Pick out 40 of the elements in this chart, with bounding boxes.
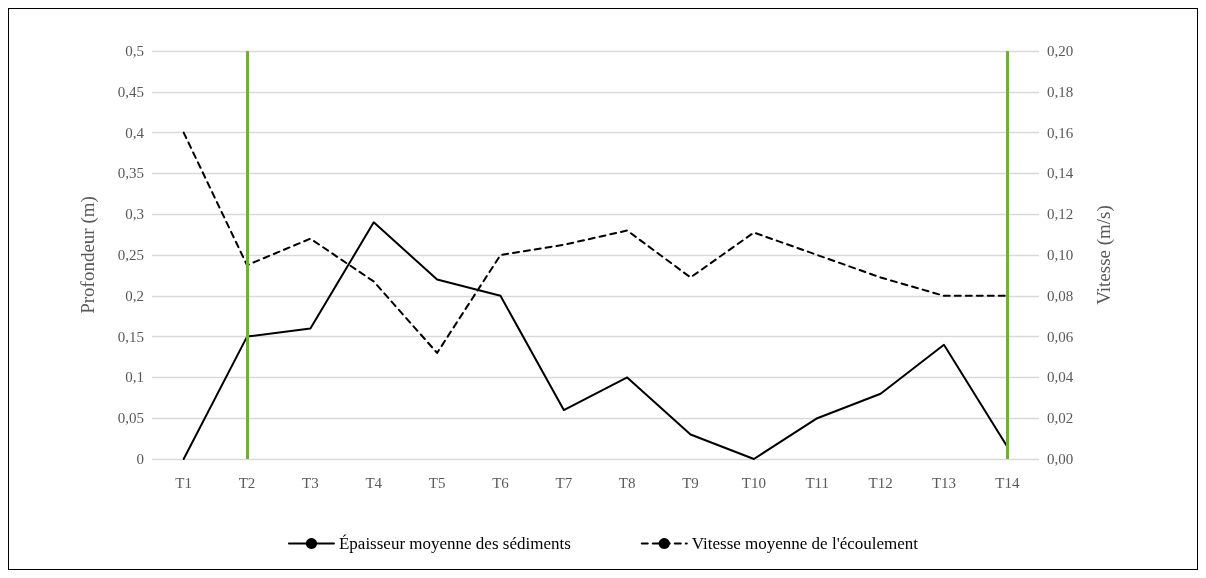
x-tick-label: T9 — [682, 474, 699, 491]
x-tick-label: T12 — [868, 474, 893, 491]
y-tick-label: 0,4 — [125, 124, 145, 141]
x-tick-label: T4 — [365, 474, 383, 491]
y2-tick-label: 0,14 — [1047, 165, 1074, 182]
y-tick-label: 0,25 — [117, 247, 144, 263]
x-tick-label: T13 — [931, 474, 957, 491]
x-tick-label: T10 — [741, 474, 766, 491]
x-tick-label: T3 — [302, 474, 319, 491]
y-tick-label: 0,35 — [117, 165, 144, 182]
x-tick-label: T6 — [492, 474, 510, 491]
y-tick-label: 0,05 — [117, 410, 144, 427]
y2-tick-label: 0,18 — [1047, 83, 1074, 100]
y-tick-label: 0,1 — [125, 369, 144, 386]
y2-tick-label: 0,20 — [1047, 43, 1074, 59]
x-tick-label: T5 — [428, 474, 446, 491]
y-tick-label: 0,2 — [125, 287, 144, 304]
x-tick-label: T11 — [805, 474, 830, 491]
y2-tick-label: 0,08 — [1047, 287, 1074, 304]
x-tick-label: T2 — [238, 474, 256, 491]
y-tick-label: 0 — [136, 451, 144, 467]
y2-tick-label: 0,00 — [1047, 451, 1074, 467]
y2-tick-label: 0,06 — [1047, 328, 1074, 345]
x-tick-label: T1 — [175, 474, 193, 491]
legend-label: Épaisseur moyenne des sédiments — [338, 534, 571, 553]
legend-label: Vitesse moyenne de l'écoulement — [691, 534, 919, 553]
x-tick-label: T14 — [995, 474, 1020, 491]
x-tick-label: T7 — [555, 474, 573, 491]
y-tick-label: 0,5 — [125, 43, 144, 59]
y2-axis-title: Vitesse (m/s) — [1093, 205, 1115, 305]
y-tick-label: 0,15 — [117, 328, 144, 345]
y2-tick-label: 0,10 — [1047, 247, 1074, 263]
x-tick-label: T8 — [618, 474, 636, 491]
y2-tick-label: 0,12 — [1047, 206, 1074, 223]
y2-tick-label: 0,02 — [1047, 410, 1074, 427]
y2-tick-label: 0,04 — [1047, 369, 1074, 386]
y-tick-label: 0,45 — [117, 83, 144, 100]
y-axis-title: Profondeur (m) — [77, 196, 99, 314]
y-tick-label: 0,3 — [125, 206, 144, 223]
y2-tick-label: 0,16 — [1047, 124, 1074, 141]
